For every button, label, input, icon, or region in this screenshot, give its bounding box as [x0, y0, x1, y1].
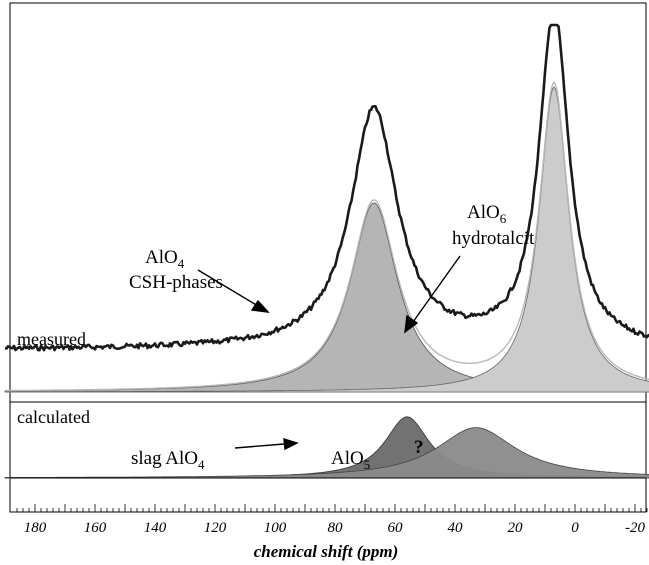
svg-text:AlO6: AlO6 — [467, 202, 507, 226]
measured-panel-label: measured — [17, 329, 86, 349]
arrow-slag-head — [283, 438, 299, 451]
annotation-alo6-hydrotalcit: AlO6 hydrotalcit — [452, 202, 535, 249]
annotation-question-mark: ? — [414, 437, 424, 458]
annotation-arrows — [197, 255, 461, 451]
fit-envelope-line — [4, 81, 649, 392]
measured-spectrum-line — [4, 23, 649, 352]
x-tick-label: 160 — [84, 520, 107, 536]
x-tick-label: 20 — [508, 520, 524, 536]
x-tick-label: 40 — [448, 520, 464, 536]
svg-text:slag AlO4: slag AlO4 — [131, 448, 205, 472]
arrow-alo4-head — [250, 299, 270, 313]
x-axis-title: chemical shift (ppm) — [254, 542, 398, 561]
annotation-alo5: AlO5 — [331, 448, 370, 472]
x-tick-label: 0 — [571, 520, 579, 536]
arrow-alo4 — [197, 269, 259, 307]
x-tick-label: 140 — [144, 520, 167, 536]
x-tick-label: -20 — [625, 520, 645, 536]
calculated-panel-label: calculated — [17, 407, 90, 427]
annotation-alo4-csh: AlO4 CSH-phases — [129, 247, 223, 293]
annotation-slag-alo4: slag AlO4 — [131, 448, 205, 472]
x-tick-label: 60 — [388, 520, 404, 536]
x-tick-label: 120 — [204, 520, 227, 536]
svg-text:AlO4: AlO4 — [145, 247, 185, 271]
arrow-slag — [234, 443, 285, 449]
plot-frame — [9, 2, 647, 513]
svg-text:hydrotalcit: hydrotalcit — [452, 228, 535, 249]
x-tick-label: 100 — [264, 520, 287, 536]
alo6-component-peak — [4, 86, 649, 393]
arrow-alo6-head — [404, 314, 419, 334]
arrow-alo6 — [412, 255, 461, 323]
alo5-component-peak — [4, 427, 649, 479]
x-tick-label: 180 — [24, 520, 47, 536]
svg-text:AlO5: AlO5 — [331, 448, 370, 472]
x-tick-label: 80 — [328, 520, 344, 536]
svg-text:CSH-phases: CSH-phases — [129, 272, 223, 293]
